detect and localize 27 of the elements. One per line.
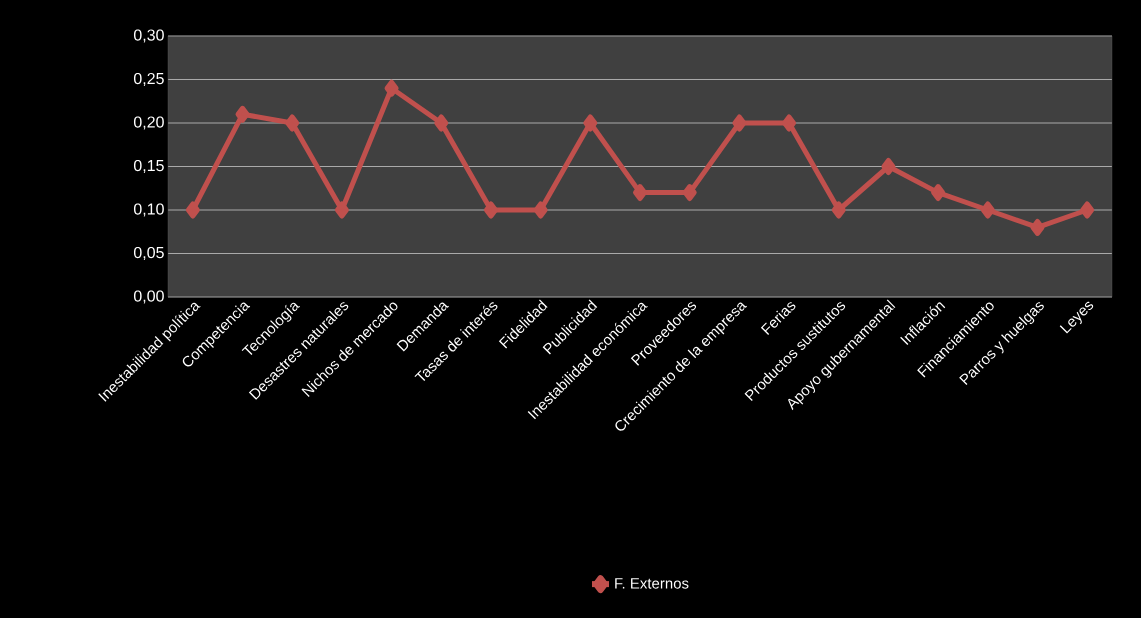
point — [483, 201, 498, 219]
point — [384, 79, 399, 97]
point — [533, 201, 548, 219]
y-tick-label: 0,15 — [133, 159, 164, 174]
legend-label: F. Externos — [615, 578, 689, 589]
y-tick-label: 0,20 — [133, 116, 164, 130]
y-tick-label: 0,30 — [133, 29, 164, 43]
point — [881, 158, 896, 175]
y-tick-label: 0,25 — [133, 72, 164, 87]
point — [235, 105, 250, 123]
point — [782, 114, 797, 132]
point — [831, 201, 846, 219]
y-tick-label: 0,05 — [133, 246, 164, 261]
point — [633, 184, 648, 202]
point — [931, 184, 946, 202]
point — [1080, 201, 1095, 219]
point — [583, 114, 598, 132]
point — [732, 114, 747, 132]
point — [434, 114, 449, 132]
point — [285, 114, 300, 132]
y-tick-label: 0,00 — [133, 290, 164, 304]
point — [682, 184, 697, 202]
point — [185, 201, 200, 219]
point — [980, 201, 995, 219]
point — [334, 201, 349, 219]
y-tick-label: 0,10 — [133, 203, 164, 217]
point — [1030, 218, 1045, 236]
